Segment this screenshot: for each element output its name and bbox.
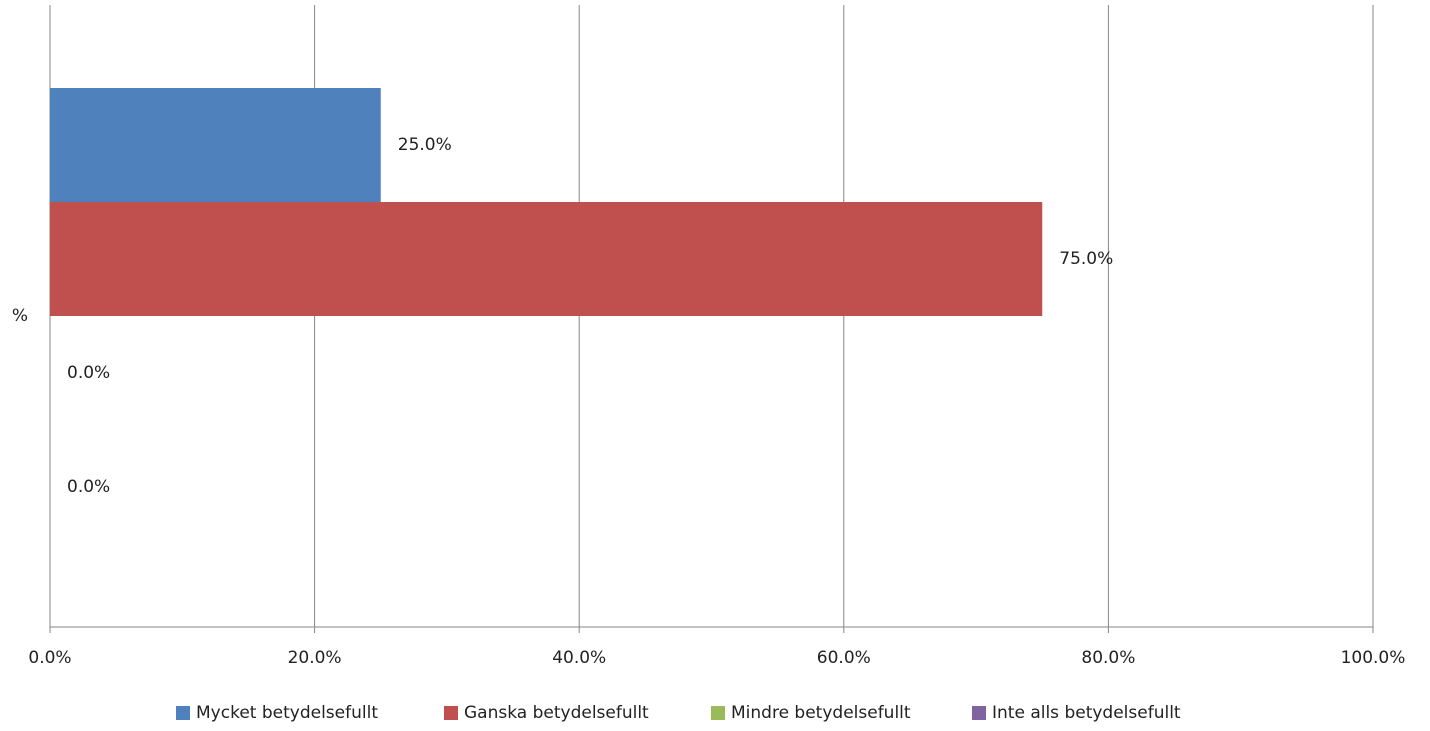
x-tick-label: 0.0% <box>28 648 71 668</box>
x-tick-label: 60.0% <box>817 648 871 668</box>
legend-swatch <box>972 706 986 720</box>
data-label: 0.0% <box>67 477 110 497</box>
y-tick-label: % <box>12 306 28 326</box>
legend-label: Ganska betydelsefullt <box>464 703 649 723</box>
bar <box>50 202 1043 316</box>
legend-label: Mycket betydelsefullt <box>196 703 378 723</box>
data-label: 0.0% <box>67 363 110 383</box>
x-tick-label: 40.0% <box>552 648 606 668</box>
bar <box>50 88 381 202</box>
legend-swatch <box>176 706 190 720</box>
data-label: 25.0% <box>398 135 452 155</box>
legend-swatch <box>444 706 458 720</box>
x-tick-label: 20.0% <box>288 648 342 668</box>
data-label: 75.0% <box>1059 249 1113 269</box>
x-tick-label: 80.0% <box>1081 648 1135 668</box>
x-tick-label: 100.0% <box>1341 648 1406 668</box>
legend-label: Inte alls betydelsefullt <box>992 703 1181 723</box>
legend-label: Mindre betydelsefullt <box>731 703 911 723</box>
legend-swatch <box>711 706 725 720</box>
